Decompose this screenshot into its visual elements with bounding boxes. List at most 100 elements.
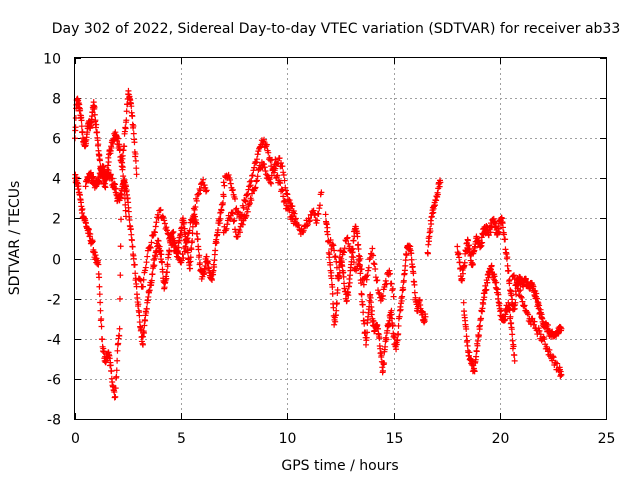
data-point [246,183,253,190]
data-point-interp [488,262,495,269]
y-axis-label: SDTVAR / TECUs [7,181,23,296]
data-point-interp [355,245,362,252]
data-point-interp [121,143,128,150]
data-point [129,113,136,120]
data-point-interp [459,270,466,277]
data-point [152,223,159,230]
data-point-interp [113,367,120,374]
series-track-d [139,191,227,340]
data-point [411,289,418,296]
data-point-interp [338,259,345,266]
data-point-interp [515,282,522,289]
data-point-interp [181,225,188,232]
data-point-interp [187,265,194,272]
data-point-interp [358,266,365,273]
y-tick-label: 4 [52,172,61,188]
data-point-interp [393,346,400,353]
data-point-interp [191,206,198,213]
data-point-interp [72,171,79,178]
data-point-interp [211,263,218,270]
y-tick-label: 2 [52,212,61,228]
data-point-interp [147,244,154,250]
data-point [159,259,166,266]
data-point-interp [496,225,503,232]
data-point-interp [411,281,418,288]
data-point-interp [286,197,293,204]
data-point-interp [348,246,355,253]
data-point-interp [190,212,197,219]
data-point-interp [180,255,187,262]
data-point-interp [193,220,200,227]
data-point-interp [132,150,139,157]
data-point [218,207,225,214]
data-point [95,261,102,268]
data-point-interp [350,254,357,261]
data-point-interp [215,226,222,233]
data-point-interp [421,318,428,325]
data-point-interp [194,230,201,237]
data-point-interp [196,259,203,266]
data-point-interp [363,334,370,341]
data-point-interp [510,272,517,279]
data-point-interp [181,219,188,226]
data-point [354,233,361,240]
data-point-interp [282,184,289,191]
data-point-interp [338,261,345,268]
data-point-interp [374,277,381,284]
data-point [78,123,85,130]
data-point [195,191,202,198]
data-point-interp [210,267,217,274]
series-track-g [220,155,299,240]
data-point [284,191,291,198]
data-point-interp [164,269,171,276]
data-point [190,205,197,212]
data-points [72,87,565,401]
data-point-interp [192,204,199,211]
x-tick-label: 25 [598,431,616,447]
data-point-interp [229,210,236,217]
data-point-interp [141,322,148,329]
data-point-interp [72,124,79,131]
data-point-interp [368,304,375,311]
data-point-interp [554,360,561,367]
data-point-interp [316,205,323,212]
data-point-interp [263,141,270,148]
data-point-interp [164,263,171,270]
data-point-interp [379,292,386,299]
data-point-interp [170,239,177,246]
data-point-interp [330,242,337,249]
data-point-interp [276,179,283,186]
data-point-interp [132,157,139,164]
series-track-i [326,234,397,304]
data-point-interp [157,247,164,254]
data-point [114,347,121,354]
data-point-interp [341,249,348,256]
data-point-interp [329,290,336,297]
data-point-interp [155,237,162,244]
data-point-interp [463,325,470,332]
data-point [112,393,119,400]
data-point [139,341,146,348]
data-point-interp [265,156,272,163]
y-tick-label: 10 [43,52,61,68]
data-point-interp [116,332,123,339]
data-point-interp [425,241,432,248]
data-point-interp [522,275,529,282]
data-point-interp [402,262,409,269]
data-point-interp [475,332,482,339]
data-point-interp [98,316,105,323]
data-point-interp [183,235,190,242]
data-point-interp [387,270,394,277]
data-point-interp [116,141,123,148]
data-point [182,243,189,250]
data-point-interp [280,171,287,178]
data-point-interp [300,227,307,234]
data-point-interp [292,216,299,223]
data-point-interp [234,208,241,215]
data-point-interp [118,192,125,199]
data-point-interp [424,250,431,257]
data-point-interp [107,362,114,369]
data-point-interp [142,264,149,271]
data-point [133,171,140,178]
data-point-interp [130,130,137,137]
